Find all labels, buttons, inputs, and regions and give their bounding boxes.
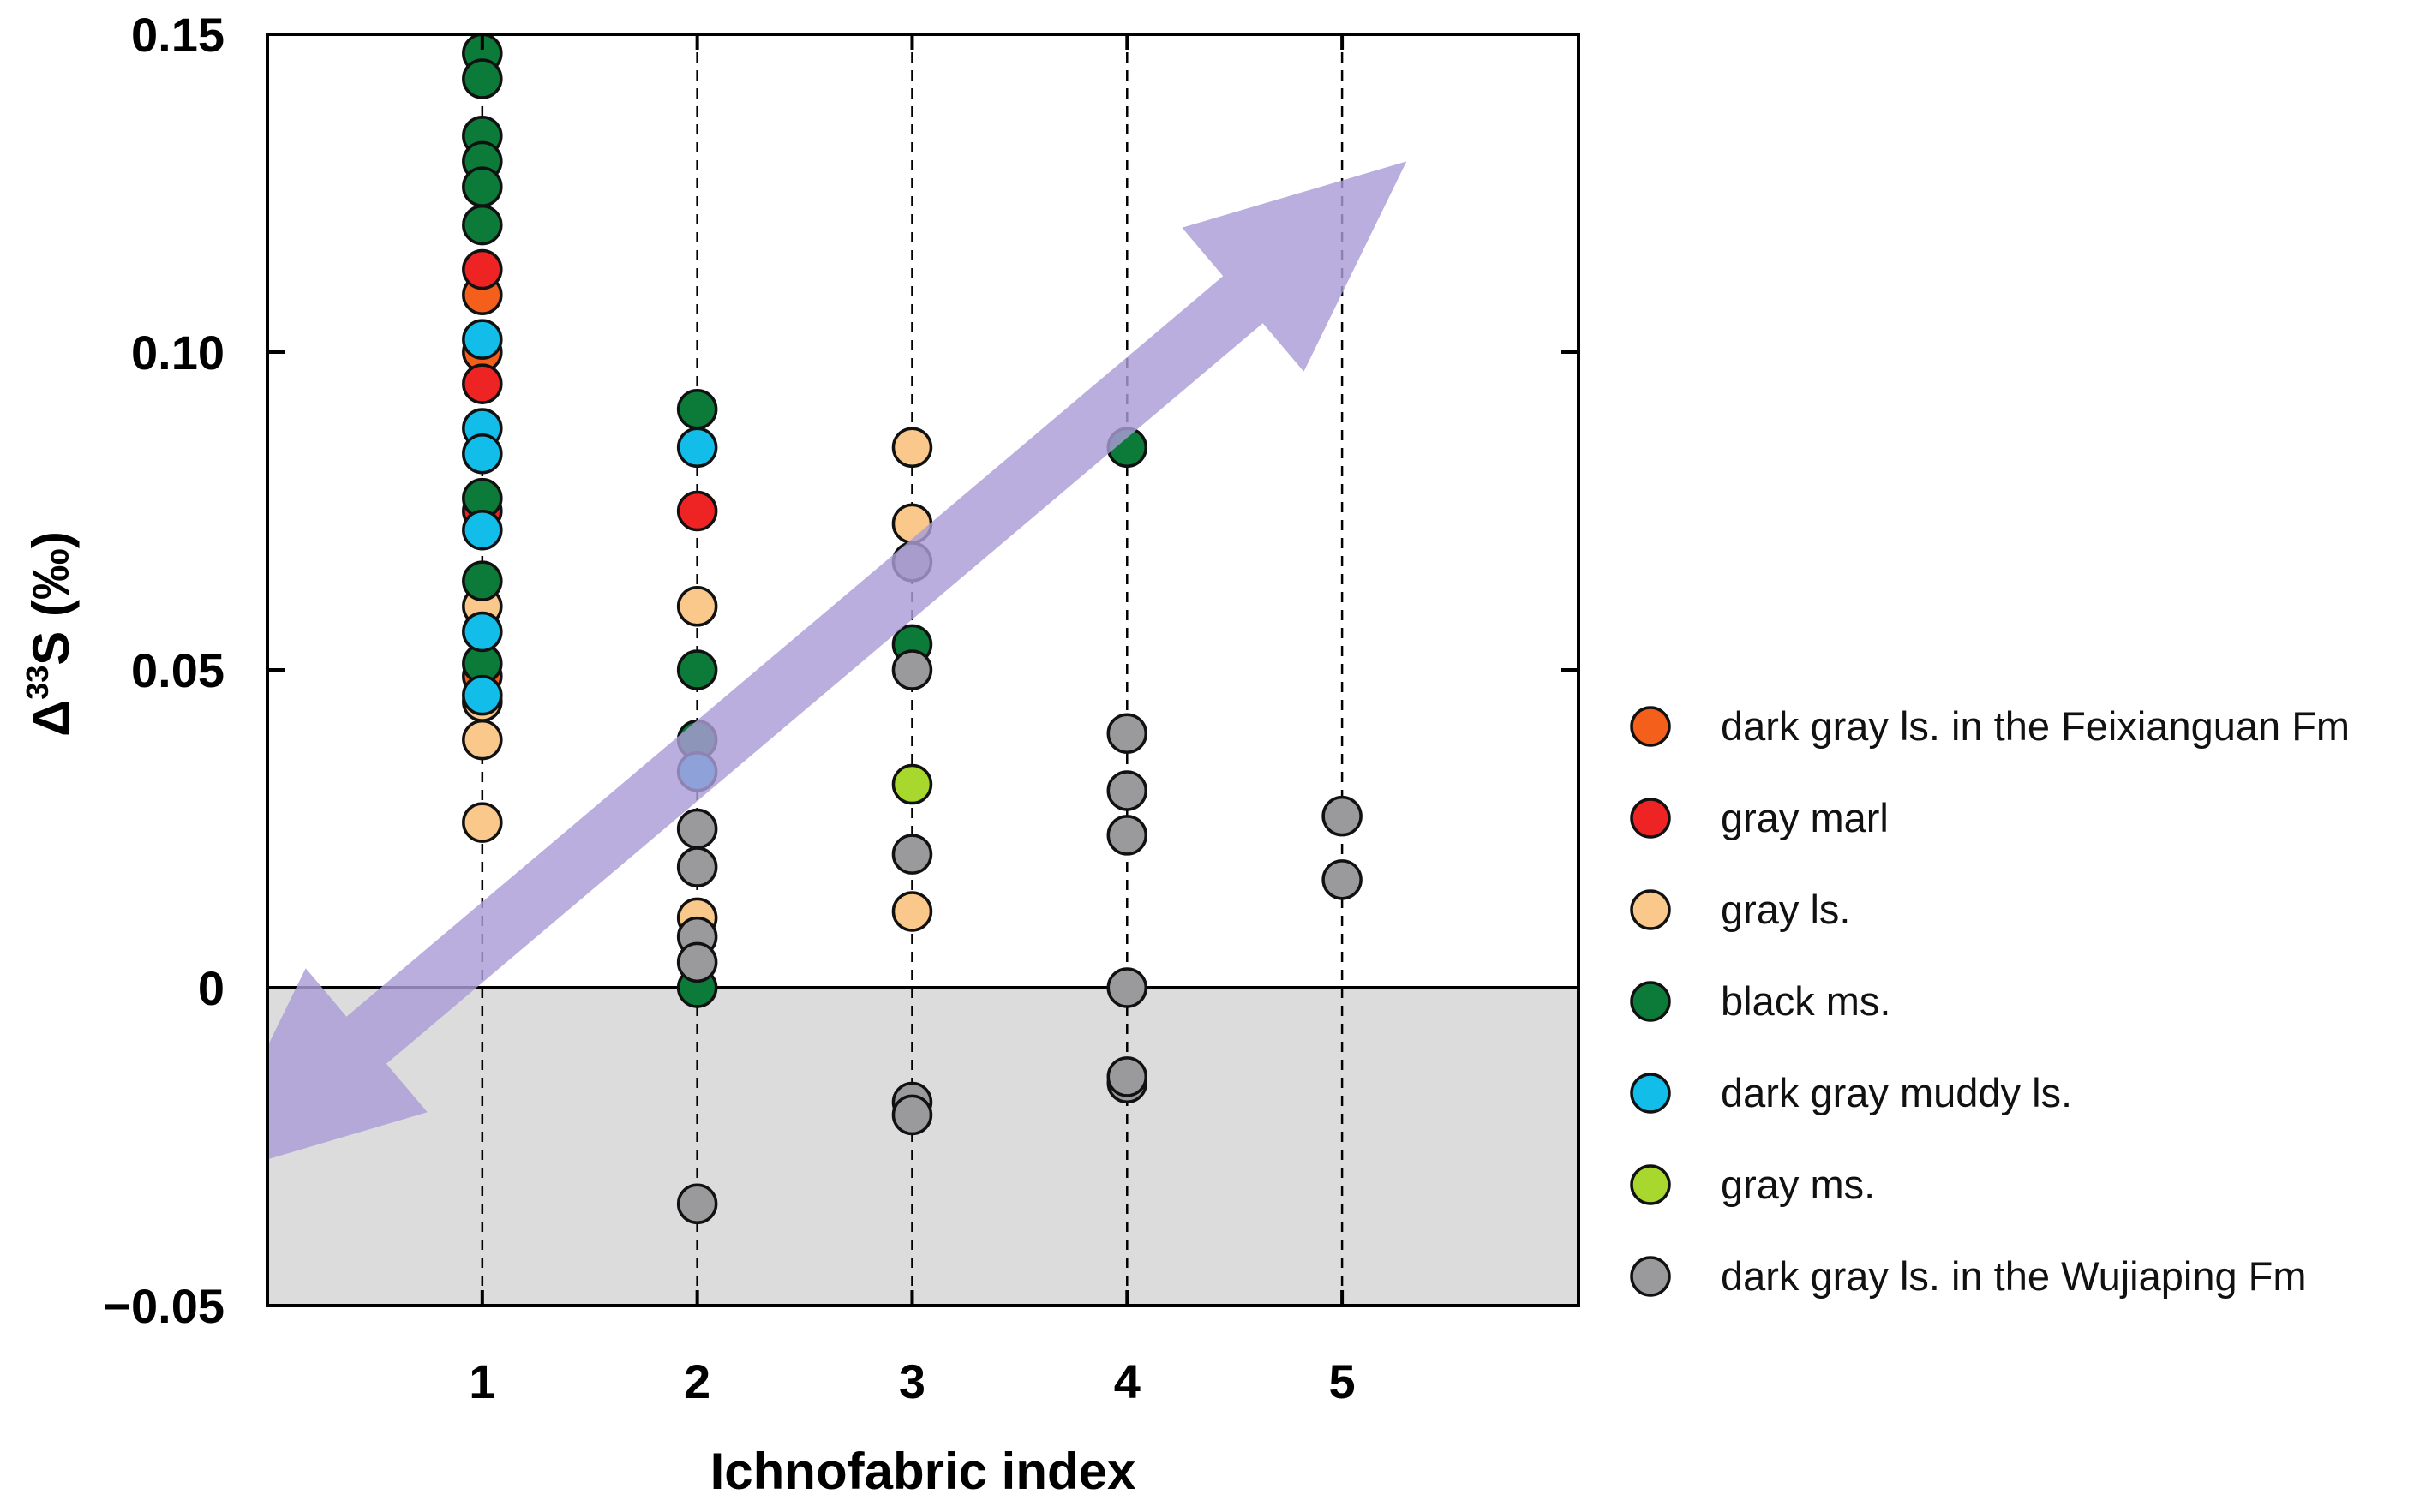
data-point-s3-1 bbox=[462, 58, 503, 99]
y-axis-title-sup: 33 bbox=[20, 666, 55, 700]
data-point-s6-4 bbox=[676, 1183, 718, 1225]
data-point-s2-3 bbox=[462, 802, 503, 843]
y-tick-label-4: −0.05 bbox=[103, 1279, 225, 1333]
y-tick-label-0: 0.15 bbox=[131, 8, 225, 62]
data-point-s2-6 bbox=[891, 427, 933, 469]
legend-label-0: dark gray ls. in the Feixianguan Fm bbox=[1721, 703, 2350, 749]
data-point-s6-15 bbox=[1106, 1056, 1148, 1097]
x-tick-label-5: 5 bbox=[1329, 1354, 1356, 1408]
y-axis-title-rest: S (‰) bbox=[22, 531, 80, 666]
data-point-s6-10 bbox=[1106, 713, 1148, 754]
data-point-s6-12 bbox=[1106, 815, 1148, 856]
x-tick-label-1: 1 bbox=[469, 1354, 495, 1408]
data-point-s4-2 bbox=[462, 433, 503, 475]
data-point-s4-6 bbox=[676, 427, 718, 469]
data-point-s6-7 bbox=[891, 834, 933, 875]
data-point-s6-11 bbox=[1106, 770, 1148, 811]
legend-label-3: black ms. bbox=[1721, 978, 1891, 1024]
data-point-s1-1 bbox=[462, 363, 503, 404]
y-tick-label-1: 0.10 bbox=[131, 326, 225, 379]
data-point-s6-13 bbox=[1106, 967, 1148, 1008]
legend-marker-0 bbox=[1630, 706, 1671, 747]
data-point-s1-3 bbox=[676, 490, 718, 532]
data-point-s6-1 bbox=[676, 846, 718, 887]
data-point-s6-6 bbox=[891, 649, 933, 690]
x-axis-title: Ichnofabric index bbox=[710, 1443, 1136, 1500]
data-point-s6-9 bbox=[891, 1094, 933, 1136]
y-axis-title: Δ33S (‰) bbox=[20, 531, 80, 737]
legend-marker-3 bbox=[1630, 981, 1671, 1022]
legend-marker-1 bbox=[1630, 798, 1671, 839]
legend: dark gray ls. in the Feixianguan Fm gray … bbox=[1630, 703, 2350, 1299]
legend-marker-5 bbox=[1630, 1164, 1671, 1205]
data-point-s3-4 bbox=[462, 166, 503, 207]
legend-marker-4 bbox=[1630, 1073, 1671, 1114]
data-point-s4-0 bbox=[462, 319, 503, 360]
x-tick-label-4: 4 bbox=[1114, 1354, 1141, 1408]
data-point-s3-5 bbox=[462, 204, 503, 246]
data-point-s2-2 bbox=[462, 719, 503, 761]
y-axis-title-delta: Δ bbox=[22, 700, 80, 737]
legend-label-5: gray ms. bbox=[1721, 1162, 1875, 1207]
legend-label-4: dark gray muddy ls. bbox=[1721, 1070, 2072, 1115]
data-point-s5-0 bbox=[891, 763, 933, 805]
trend-arrow bbox=[267, 161, 1407, 1160]
legend-label-2: gray ls. bbox=[1721, 887, 1851, 932]
data-point-s4-3 bbox=[462, 510, 503, 551]
data-point-s6-16 bbox=[1321, 795, 1363, 837]
data-point-s4-5 bbox=[462, 674, 503, 716]
axis-ticks: 1 2 3 4 5 0.15 0.10 0.05 0 −0.05 bbox=[103, 8, 1578, 1408]
y-tick-label-2: 0.05 bbox=[131, 643, 225, 697]
legend-marker-6 bbox=[1630, 1256, 1671, 1297]
data-point-s2-8 bbox=[891, 891, 933, 932]
x-tick-label-2: 2 bbox=[684, 1354, 710, 1408]
data-point-s6-0 bbox=[676, 808, 718, 850]
data-point-s6-3 bbox=[676, 941, 718, 983]
data-point-s1-0 bbox=[462, 248, 503, 290]
data-point-s3-7 bbox=[462, 560, 503, 601]
negative-region-shade bbox=[267, 988, 1578, 1306]
legend-label-6: dark gray ls. in the Wujiaping Fm bbox=[1721, 1253, 2307, 1299]
x-tick-label-3: 3 bbox=[899, 1354, 925, 1408]
legend-marker-2 bbox=[1630, 889, 1671, 930]
legend-label-1: gray marl bbox=[1721, 795, 1889, 840]
data-point-s4-4 bbox=[462, 611, 503, 653]
data-point-s3-9 bbox=[676, 389, 718, 430]
data-point-s6-17 bbox=[1321, 859, 1363, 900]
y-tick-label-3: 0 bbox=[198, 961, 225, 1015]
data-point-s2-4 bbox=[676, 586, 718, 627]
data-point-s3-10 bbox=[676, 649, 718, 690]
